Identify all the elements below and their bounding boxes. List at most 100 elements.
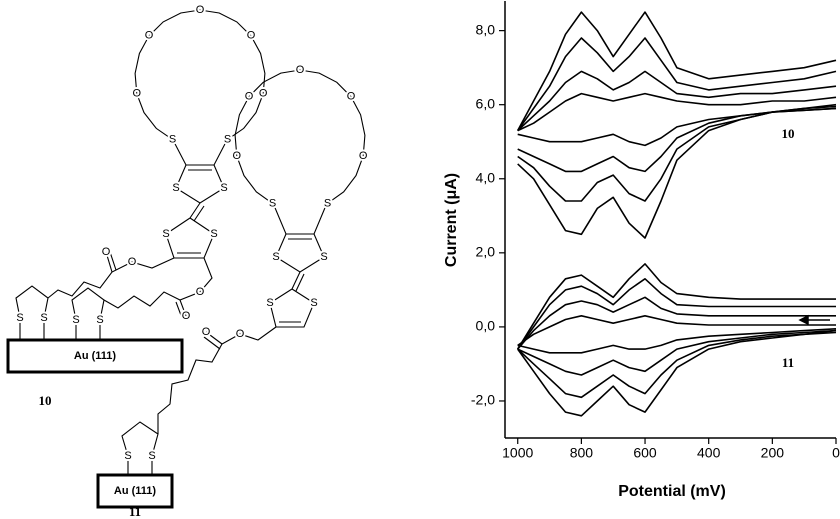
bond (269, 288, 315, 328)
gold-surface (96, 473, 174, 509)
atom-label: O (202, 326, 211, 338)
bond (109, 251, 117, 271)
y-tick-label: 0,0 (476, 318, 496, 334)
x-tick-label: 800 (570, 445, 594, 461)
atom-label: S (172, 182, 179, 194)
atom-label: O (133, 88, 142, 100)
gold-surface (6, 338, 184, 374)
atom-label: S (210, 228, 217, 240)
bond (203, 336, 221, 350)
atom-label: S (266, 297, 273, 309)
y-tick-label: 6,0 (476, 95, 496, 111)
atom-label: O (347, 91, 356, 103)
cv-curve (516, 11, 837, 131)
y-axis-title: Current (μA) (443, 173, 460, 267)
compound-label: 10 (782, 126, 795, 141)
bond (295, 273, 305, 292)
atom-label: S (224, 134, 231, 146)
surface-label: Au (111) (114, 485, 157, 497)
cv-curve (517, 37, 837, 132)
chart: Potential (mV) Current (μA) -2,0 0,0 2,0 4,… (443, 1, 840, 500)
atom-label: O (259, 88, 268, 100)
crown-ring (134, 9, 266, 141)
compound-label: 10 (39, 393, 52, 408)
bond (71, 287, 105, 321)
cv-curve (517, 328, 837, 354)
bond (103, 257, 213, 309)
cv-curve (517, 107, 837, 147)
atom-label: O (145, 30, 154, 42)
cv-curve (517, 331, 837, 417)
atom-label: S (40, 312, 47, 324)
atom-label: S (169, 134, 176, 146)
bond (105, 251, 113, 273)
atom-label: S (72, 314, 79, 326)
cv-curve (517, 329, 837, 399)
bond (157, 326, 277, 434)
atom-label: O (102, 246, 111, 258)
y-tick-label: 2,0 (476, 244, 496, 260)
atom-label: O (245, 91, 254, 103)
x-tick-label: 200 (761, 445, 785, 461)
cv-curve (517, 314, 836, 347)
bond (179, 299, 187, 317)
cv-curve (517, 92, 837, 132)
y-tick-label: -2,0 (471, 392, 495, 408)
x-axis-title: Potential (mV) (618, 483, 726, 500)
bond (175, 164, 225, 204)
crown-ring (234, 69, 366, 204)
atom-label: S (220, 182, 227, 194)
bond (189, 202, 201, 219)
bond (275, 233, 325, 273)
atom-label: O (182, 310, 191, 322)
bond (193, 205, 205, 222)
compound-label: 11 (129, 504, 141, 519)
cv-curve (517, 105, 837, 202)
atom-label: S (269, 197, 276, 209)
cv-curve (517, 277, 836, 350)
atom-label: S (324, 197, 331, 209)
atom-label: O (359, 150, 368, 162)
compound-label: 11 (782, 355, 794, 370)
atom-label: O (233, 150, 242, 162)
cv-curve (517, 329, 837, 376)
x-tick-label: 400 (697, 445, 721, 461)
bond (165, 217, 215, 259)
x-tick-label: 1000 (502, 445, 533, 461)
bond (172, 139, 228, 166)
atom-label: O (236, 328, 245, 340)
bond (272, 202, 328, 235)
x-tick-label: 600 (633, 445, 657, 461)
atom-label: S (310, 297, 317, 309)
cv-curve (517, 263, 836, 350)
bond (121, 421, 159, 457)
x-tick-label: 0 (832, 445, 840, 461)
atom-label: S (16, 312, 23, 324)
atom-label: S (148, 450, 155, 462)
bond (15, 285, 49, 319)
cv-curve (517, 70, 837, 132)
cv-curve (517, 296, 836, 350)
atom-label: S (162, 228, 169, 240)
bond (291, 271, 301, 290)
atom-label: O (296, 64, 305, 76)
atom-label: O (196, 4, 205, 16)
bond (47, 257, 175, 299)
bond (205, 331, 223, 345)
atom-label: S (272, 251, 279, 263)
surface-label: Au (111) (74, 350, 117, 362)
y-tick-label: 8,0 (476, 21, 496, 37)
bond (175, 301, 183, 319)
atom-label: S (96, 314, 103, 326)
atom-label: O (128, 256, 137, 268)
y-tick-label: 4,0 (476, 169, 496, 185)
atom-label: O (247, 30, 256, 42)
atom-label: S (320, 251, 327, 263)
atom-label: S (124, 450, 131, 462)
scan-direction-arrow (798, 314, 830, 326)
atom-label: O (196, 286, 205, 298)
